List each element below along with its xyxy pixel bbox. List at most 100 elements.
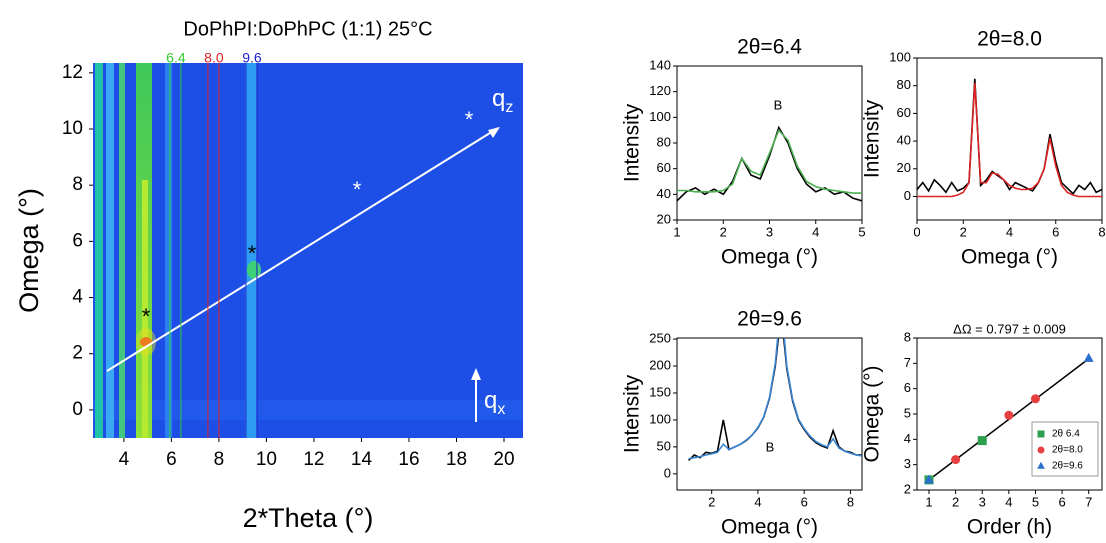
marker-label: 6.4: [166, 50, 186, 66]
legend-marker: [1037, 461, 1045, 469]
legend-marker: [1037, 430, 1045, 438]
x-tick-label: 12: [303, 449, 324, 470]
y-tick-label: 2: [904, 481, 911, 496]
x-tick-label: 5: [858, 224, 865, 239]
y-tick-label: 80: [897, 77, 911, 92]
marker-label: 8.0: [204, 50, 224, 66]
x-tick-label: 4: [1006, 224, 1013, 239]
y-tick-label: 4: [904, 431, 911, 446]
x-tick-label: 8: [847, 494, 854, 509]
star: *: [142, 304, 151, 329]
chart-title: 2θ=6.4: [737, 36, 802, 59]
y-tick-label: 12: [62, 62, 83, 83]
x-tick-label: 1: [925, 494, 932, 509]
y-tick-label: 120: [649, 83, 671, 98]
x-tick-label: 6: [1058, 494, 1065, 509]
y-tick-label: 100: [649, 411, 671, 426]
legend-label: 2θ=9.6: [1052, 461, 1083, 472]
y-axis-label: Intensity: [621, 374, 644, 453]
line-series: [677, 128, 862, 194]
x-tick-label: 18: [446, 449, 467, 470]
q-x-label: qx: [484, 387, 505, 418]
x-tick-label: 10: [256, 449, 277, 470]
x-tick-label: 5: [1032, 494, 1039, 509]
plot-frame: [676, 337, 863, 491]
legend-label: 2θ=8.0: [1052, 445, 1083, 456]
y-tick-label: 40: [657, 186, 671, 201]
x-tick-label: 2: [720, 224, 727, 239]
y-tick-label: 100: [649, 109, 671, 124]
x-tick-label: 16: [398, 449, 419, 470]
chart-title: 2θ=9.6: [737, 308, 802, 331]
y-axis-label: Intensity: [621, 103, 644, 182]
legend-marker: [1037, 446, 1045, 454]
x-tick-label: 8: [1098, 224, 1105, 239]
chart-title: ΔΩ = 0.797 ± 0.009: [953, 321, 1066, 336]
x-tick-label: 4: [1005, 494, 1012, 509]
chart-title: DoPhPI:DoPhPC (1:1) 25°C: [183, 18, 432, 40]
y-tick-label: 50: [657, 438, 671, 453]
star: *: [465, 107, 474, 132]
x-tick-label: 1: [673, 224, 680, 239]
star: *: [248, 241, 257, 266]
x-tick-label: 4: [812, 224, 819, 239]
subscript: x: [497, 401, 505, 418]
x-tick-label: 20: [493, 449, 514, 470]
annotation: B: [774, 97, 783, 112]
x-axis-label: Omega (°): [721, 516, 818, 539]
heatmap-image: * * * * qz qx: [93, 63, 523, 438]
y-tick-label: 10: [62, 118, 83, 139]
x-axis-label: Omega (°): [961, 246, 1058, 269]
star: *: [353, 177, 362, 202]
y-tick-label: 7: [904, 355, 911, 370]
plot-frame: [676, 65, 863, 221]
legend-label: 2θ 6.4: [1052, 429, 1080, 440]
x-tick-label: 2: [708, 494, 715, 509]
series-group: [688, 338, 862, 461]
x-tick-label: 4: [754, 494, 761, 509]
x-tick-label: 2: [960, 224, 967, 239]
line-series: [688, 338, 862, 460]
x-tick-label: 4: [119, 449, 130, 470]
q: q: [492, 85, 505, 112]
y-tick-label: 0: [72, 399, 83, 420]
x-tick-label: 2: [952, 494, 959, 509]
y-axis-label: Intensity: [861, 99, 884, 178]
y-tick-label: 8: [72, 174, 83, 195]
y-tick-label: 80: [657, 134, 671, 149]
series-group: [677, 125, 862, 202]
y-tick-label: 4: [72, 287, 83, 308]
annotation: B: [766, 439, 775, 454]
y-tick-label: 100: [889, 49, 911, 64]
y-tick-label: 2: [72, 343, 83, 364]
y-axis-label: Omega (°): [861, 365, 884, 462]
y-tick-label: 3: [904, 456, 911, 471]
y-tick-label: 40: [897, 133, 911, 148]
line-series: [688, 338, 862, 461]
point: [1004, 410, 1014, 420]
point: [951, 455, 961, 465]
point: [1030, 394, 1040, 404]
y-tick-label: 0: [664, 465, 671, 480]
y-tick-label: 140: [649, 57, 671, 72]
y-tick-label: 20: [897, 160, 911, 175]
y-tick-label: 60: [897, 105, 911, 120]
y-tick-label: 8: [904, 329, 911, 344]
series-group: [917, 78, 1102, 198]
line-series: [917, 78, 1102, 195]
x-axis-label: 2*Theta (°): [243, 503, 374, 533]
y-tick-label: 200: [649, 357, 671, 372]
x-tick-label: 6: [166, 449, 177, 470]
x-tick-label: 3: [766, 224, 773, 239]
y-tick-label: 20: [657, 211, 671, 226]
point: [1083, 352, 1094, 362]
x-tick-label: 0: [913, 224, 920, 239]
q-z-label: qz: [492, 85, 513, 116]
point: [977, 436, 987, 446]
marker-label: 9.6: [242, 50, 262, 66]
point: [924, 474, 934, 484]
y-tick-label: 6: [904, 380, 911, 395]
x-tick-label: 6: [801, 494, 808, 509]
